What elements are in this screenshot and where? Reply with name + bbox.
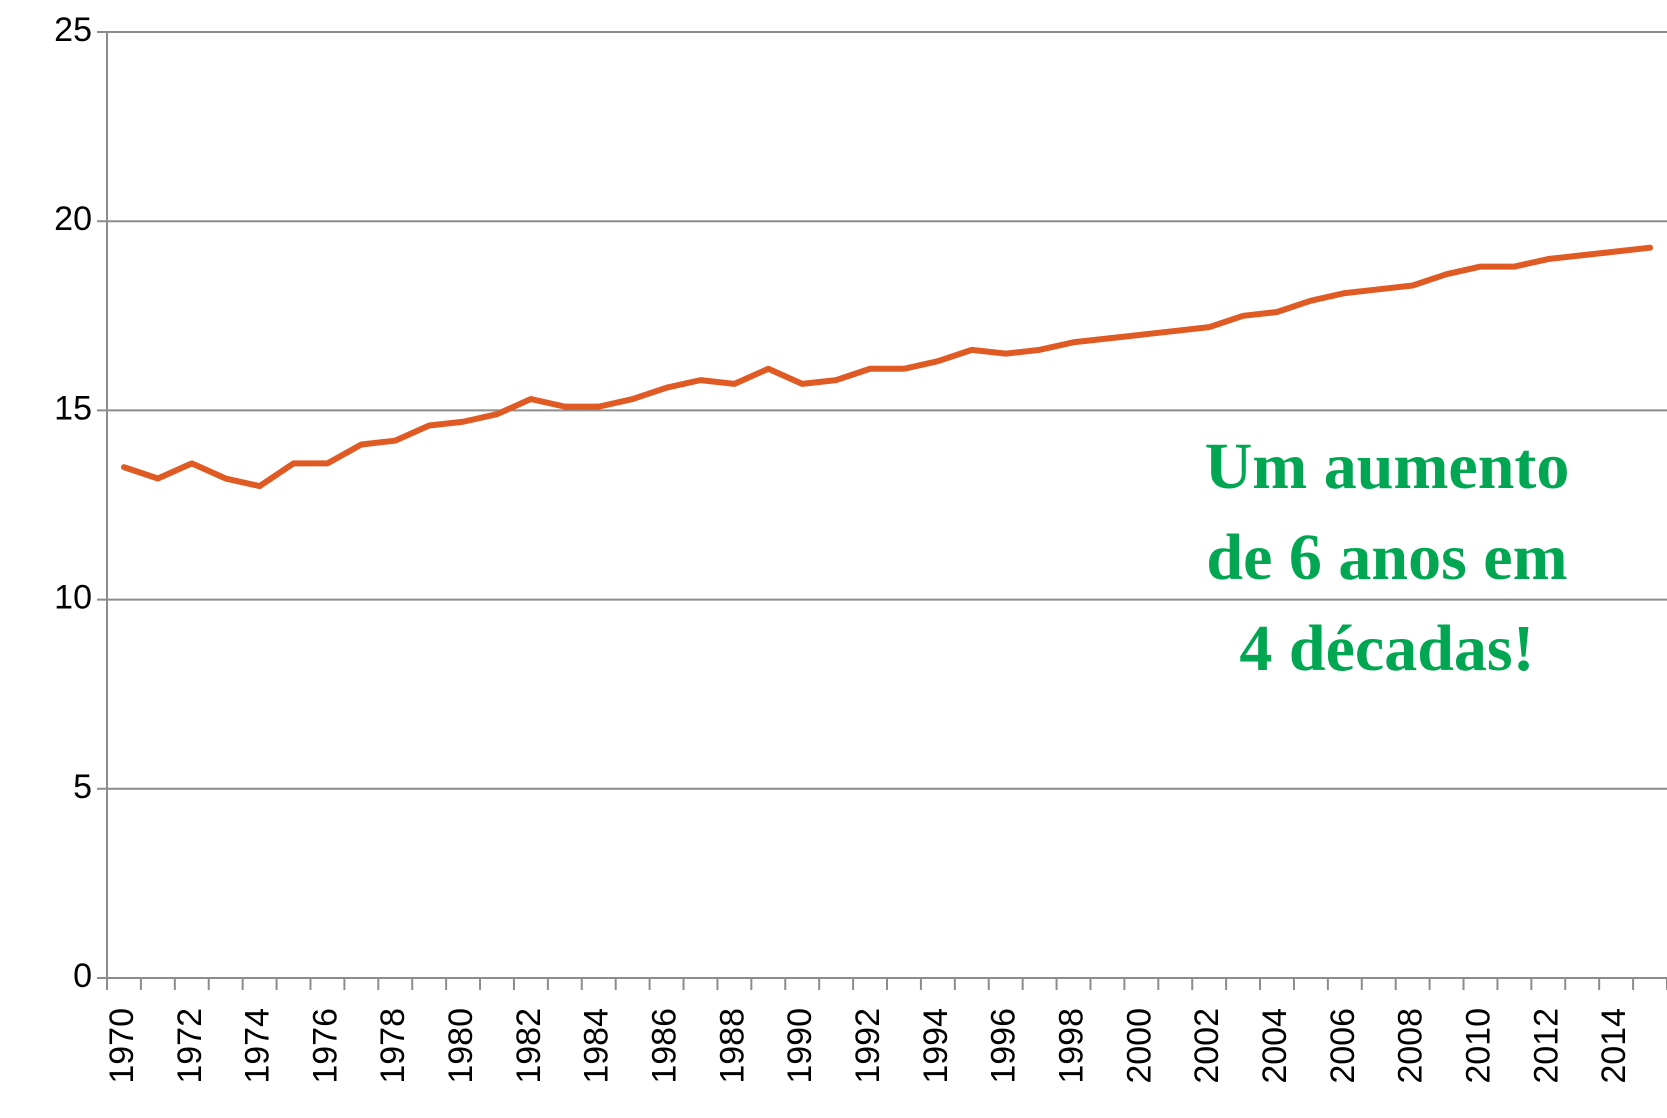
annotation: Um aumento (1205, 430, 1570, 503)
y-tick-label: 25 (54, 11, 92, 49)
x-tick-label: 2008 (1392, 1008, 1430, 1084)
y-tick-label: 15 (54, 389, 92, 427)
annotation: de 6 anos em (1206, 521, 1567, 594)
x-tick-label: 1996 (985, 1008, 1023, 1084)
x-tick-label: 1994 (917, 1008, 955, 1084)
y-tick-label: 20 (54, 200, 92, 238)
x-tick-label: 2014 (1595, 1008, 1633, 1084)
x-tick-label: 1978 (374, 1008, 412, 1084)
x-tick-label: 1984 (578, 1008, 616, 1084)
x-tick-label: 1982 (510, 1008, 548, 1084)
x-tick-label: 1986 (646, 1008, 684, 1084)
x-tick-label: 1988 (713, 1008, 751, 1084)
x-tick-label: 1974 (239, 1008, 277, 1084)
x-tick-label: 1976 (306, 1008, 344, 1084)
y-tick-label: 0 (73, 957, 92, 995)
x-tick-label: 1980 (442, 1008, 480, 1084)
x-tick-label: 1972 (171, 1008, 209, 1084)
x-tick-label: 2000 (1120, 1008, 1158, 1084)
y-tick-label: 5 (73, 768, 92, 806)
x-tick-label: 1992 (849, 1008, 887, 1084)
annotation: 4 décadas! (1239, 612, 1534, 685)
x-tick-label: 2002 (1188, 1008, 1226, 1084)
x-tick-label: 1970 (103, 1008, 141, 1084)
series-line (120, 244, 1654, 490)
y-tick-label: 10 (54, 579, 92, 617)
x-tick-label: 1990 (781, 1008, 819, 1084)
x-tick-label: 2006 (1324, 1008, 1362, 1084)
x-tick-label: 2004 (1256, 1008, 1294, 1084)
x-tick-label: 2010 (1459, 1008, 1497, 1084)
x-tick-label: 2012 (1527, 1008, 1565, 1084)
x-tick-label: 1998 (1053, 1008, 1091, 1084)
